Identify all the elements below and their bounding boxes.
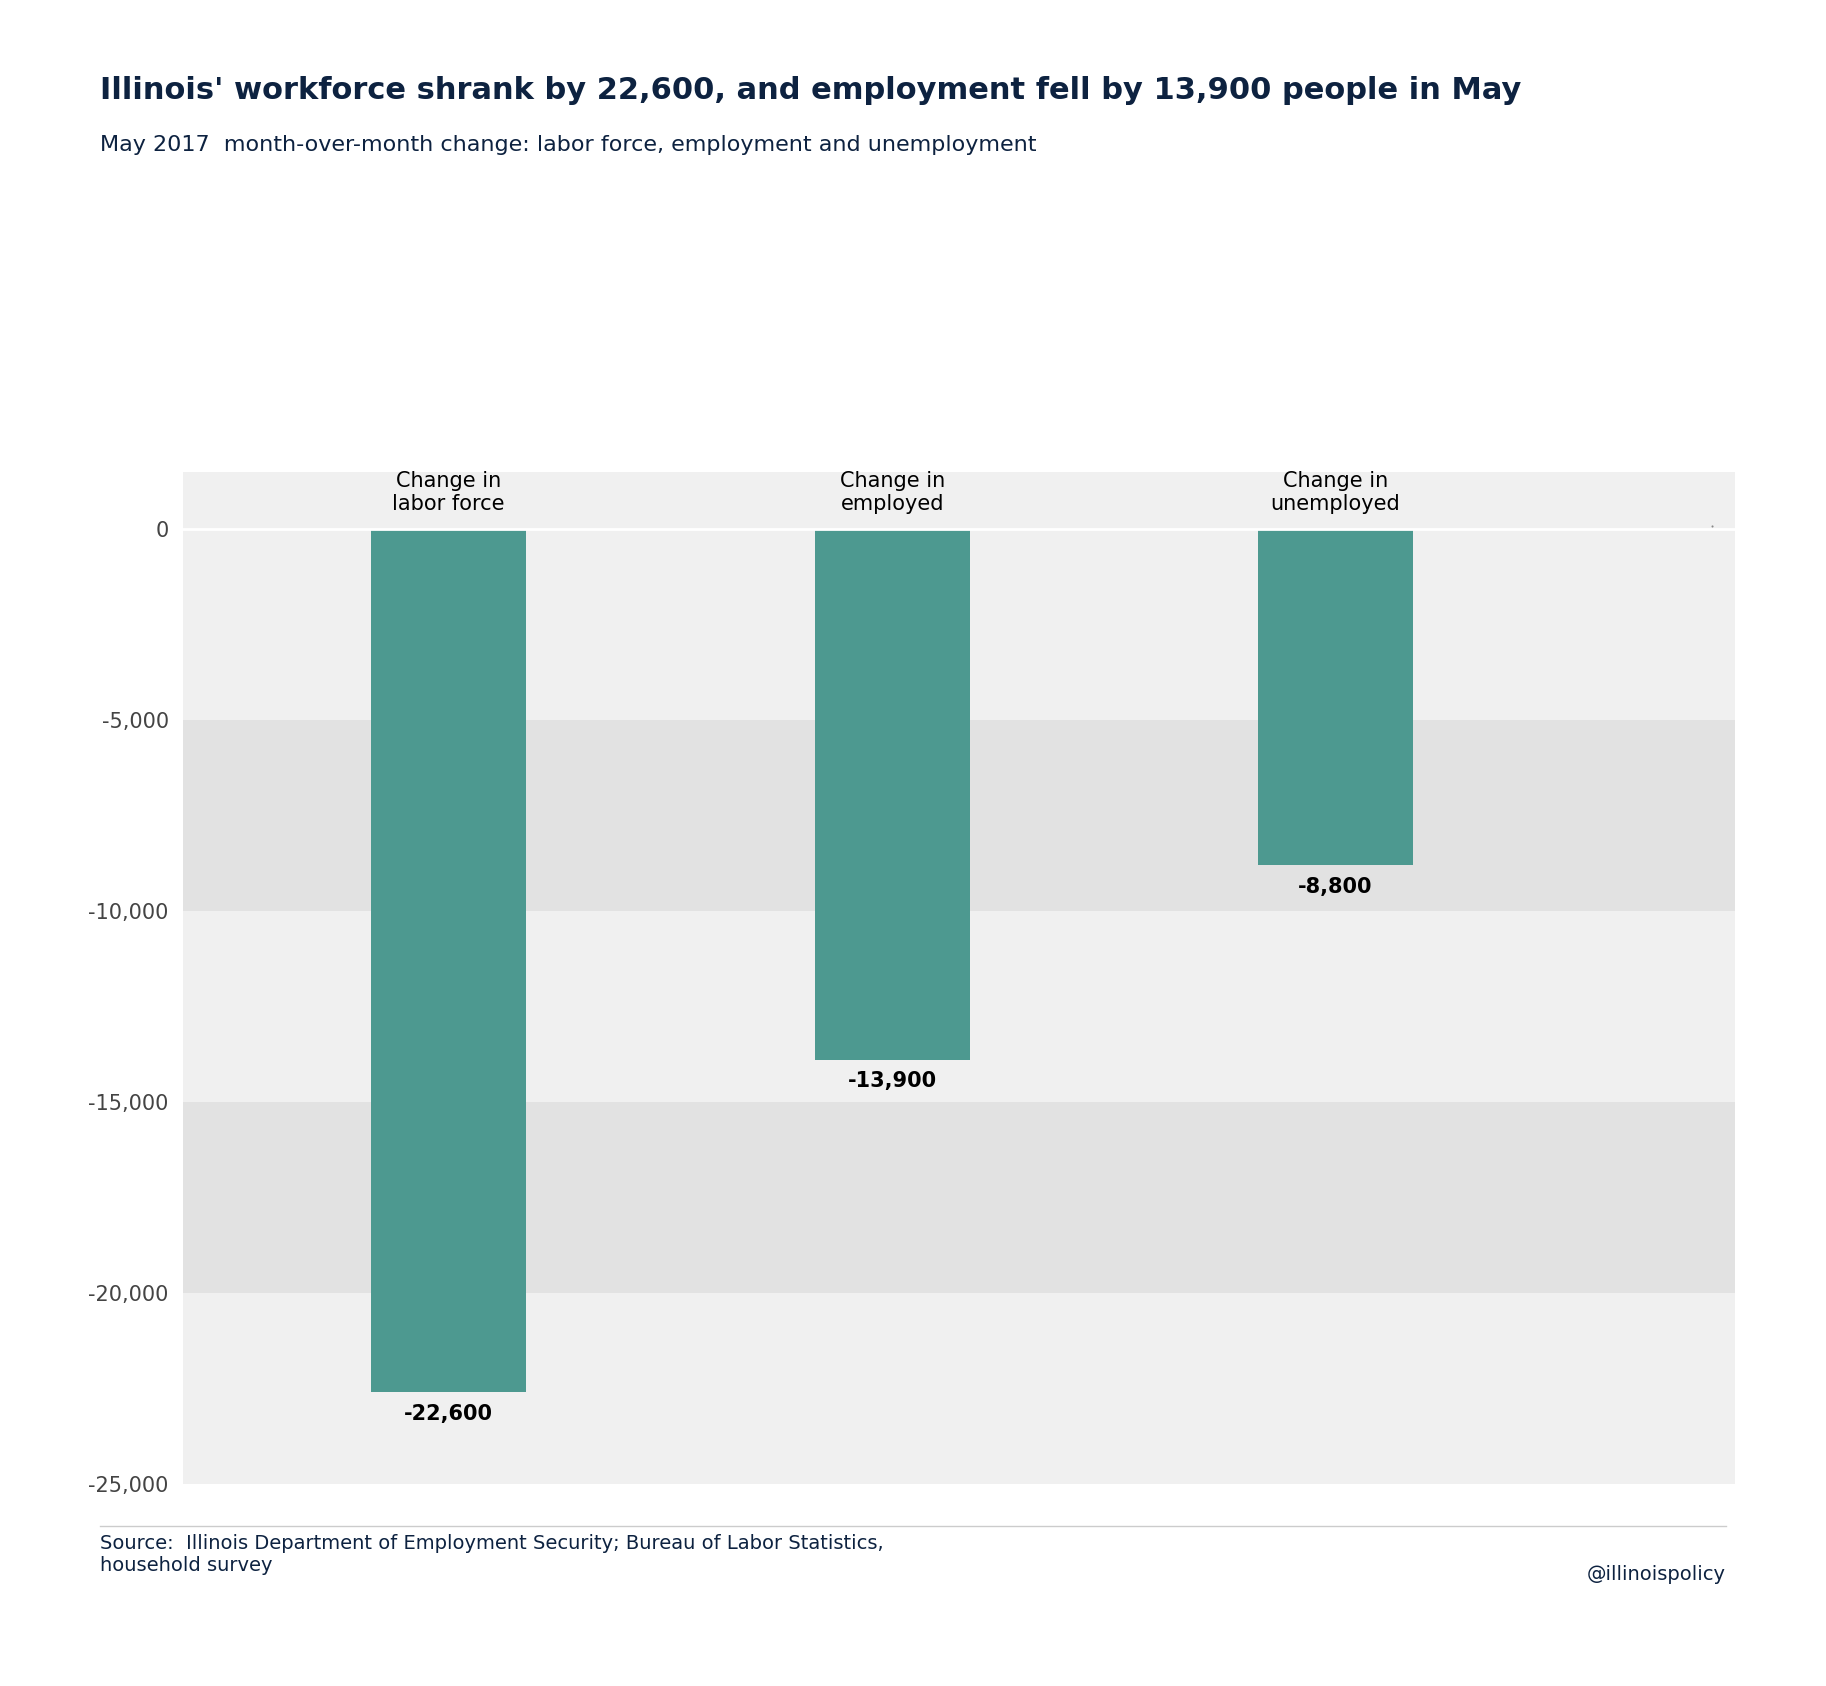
Bar — [183, 529, 1735, 720]
Bar — [183, 720, 1735, 910]
Text: -22,600: -22,600 — [404, 1403, 493, 1423]
Bar — [183, 910, 1735, 1103]
Bar — [1258, 529, 1413, 865]
Bar — [371, 529, 526, 1393]
Text: Change in
labor force: Change in labor force — [393, 470, 506, 514]
Text: Change in
employed: Change in employed — [840, 470, 944, 514]
Text: @illinoispolicy: @illinoispolicy — [1587, 1565, 1726, 1583]
Text: May 2017  month-over-month change: labor force, employment and unemployment: May 2017 month-over-month change: labor … — [100, 135, 1037, 155]
Text: Change in
unemployed: Change in unemployed — [1271, 470, 1401, 514]
Bar — [183, 1293, 1735, 1484]
Text: Source:  Illinois Department of Employment Security; Bureau of Labor Statistics,: Source: Illinois Department of Employmen… — [100, 1534, 884, 1575]
Text: -8,800: -8,800 — [1298, 877, 1373, 897]
Bar — [814, 529, 970, 1060]
Text: Illinois' workforce shrank by 22,600, and employment fell by 13,900 people in Ma: Illinois' workforce shrank by 22,600, an… — [100, 76, 1521, 105]
Text: -13,900: -13,900 — [847, 1071, 937, 1091]
Bar — [183, 1103, 1735, 1293]
